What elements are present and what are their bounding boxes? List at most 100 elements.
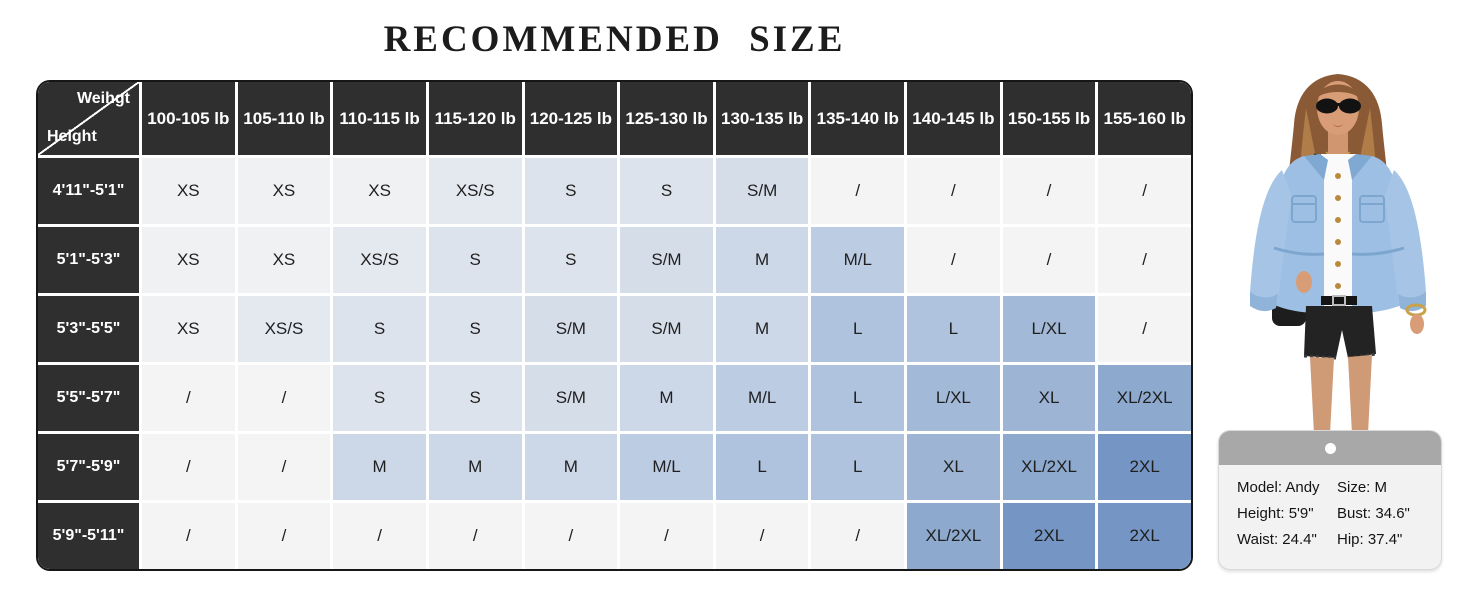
tag-body: Model: Andy Size: M Height: 5'9" Bust: 3… [1219,465,1441,548]
size-cell: M/L [715,365,809,431]
tag-hole [1324,442,1336,454]
size-cell: / [1098,227,1191,293]
size-cell: / [907,158,1000,224]
size-cell: XL/2XL [1002,434,1096,500]
size-cell: S [428,365,522,431]
model-bust: Bust: 34.6" [1337,505,1410,522]
size-cell: L [715,434,809,500]
weight-header: 150-155 lb [1002,82,1096,155]
size-cell: XS/S [333,227,426,293]
model-hip: Hip: 37.4" [1337,531,1403,548]
size-cell: / [237,365,331,431]
size-cell: XL/2XL [907,503,1000,569]
size-cell: S/M [715,158,809,224]
model-size: Size: M [1337,479,1388,496]
size-cell: XL/2XL [1098,365,1191,431]
weight-header: 130-135 lb [715,82,809,155]
size-cell: S/M [524,296,618,362]
size-cell: L [811,365,905,431]
size-cell: XL [907,434,1000,500]
size-cell: S/M [524,365,618,431]
size-cell: / [142,365,235,431]
height-label: 5'1"-5'3" [38,227,139,293]
size-cell: S [428,227,522,293]
model-name: Model: Andy [1237,479,1320,496]
tag-band [1219,431,1441,465]
size-cell: XS [142,296,235,362]
size-cell: S/M [620,227,713,293]
size-cell: XS/S [428,158,522,224]
weight-header: 120-125 lb [524,82,618,155]
weight-header: 155-160 lb [1098,82,1191,155]
size-cell: 2XL [1098,434,1191,500]
page-title: RECOMMENDED SIZE [383,19,846,60]
size-cell: L [811,434,905,500]
model-photo [1220,68,1462,436]
corner-header-cell: Weihgt Height [38,82,139,155]
size-cell: S [524,227,618,293]
diagonal-divider [38,82,139,155]
size-cell: / [333,503,426,569]
model-info-card: Model: Andy Size: M Height: 5'9" Bust: 3… [1218,430,1442,570]
size-cell: L [907,296,1000,362]
size-cell: XS [142,158,235,224]
size-cell: M [333,434,426,500]
size-cell: / [811,158,905,224]
weight-header: 115-120 lb [428,82,522,155]
size-cell: / [428,503,522,569]
size-chart-grid: Weihgt Height 100-105 lb 105-110 lb 110-11… [38,82,1191,569]
size-cell: / [811,503,905,569]
size-cell: S [428,296,522,362]
size-cell: / [237,434,331,500]
size-cell: S [524,158,618,224]
size-cell: / [907,227,1000,293]
height-label: 5'7"-5'9" [38,434,139,500]
size-cell: M [620,365,713,431]
size-cell: XS [142,227,235,293]
size-cell: 2XL [1002,503,1096,569]
size-cell: M [715,296,809,362]
weight-header: 110-115 lb [333,82,426,155]
size-cell: XS/S [237,296,331,362]
size-cell: S [333,296,426,362]
size-chart: Weihgt Height 100-105 lb 105-110 lb 110-11… [36,80,1193,571]
size-cell: / [1098,296,1191,362]
size-cell: / [237,503,331,569]
size-cell: / [715,503,809,569]
weight-header: 125-130 lb [620,82,713,155]
size-cell: S/M [620,296,713,362]
size-cell: / [1002,227,1096,293]
weight-header: 135-140 lb [811,82,905,155]
model-illustration [1250,74,1427,434]
weight-header: 140-145 lb [907,82,1000,155]
size-cell: / [1098,158,1191,224]
height-label: 5'5"-5'7" [38,365,139,431]
size-cell: L/XL [1002,296,1096,362]
size-cell: M/L [620,434,713,500]
size-cell: S [333,365,426,431]
size-cell: S [620,158,713,224]
height-label: 4'11"-5'1" [38,158,139,224]
size-cell: L [811,296,905,362]
model-height: Height: 5'9" [1237,505,1314,522]
size-cell: / [524,503,618,569]
height-label: 5'9"-5'11" [38,503,139,569]
model-waist: Waist: 24.4" [1237,531,1317,548]
size-cell: / [620,503,713,569]
corner-height-label: Height [47,128,97,145]
size-cell: M/L [811,227,905,293]
size-cell: / [142,434,235,500]
size-cell: / [1002,158,1096,224]
size-cell: XS [237,227,331,293]
weight-header: 100-105 lb [142,82,235,155]
corner-weight-label: Weihgt [76,90,130,107]
height-label: 5'3"-5'5" [38,296,139,362]
size-cell: M [428,434,522,500]
size-cell: XL [1002,365,1096,431]
size-cell: 2XL [1098,503,1191,569]
size-cell: XS [333,158,426,224]
weight-header: 105-110 lb [237,82,331,155]
size-cell: XS [237,158,331,224]
size-cell: M [715,227,809,293]
